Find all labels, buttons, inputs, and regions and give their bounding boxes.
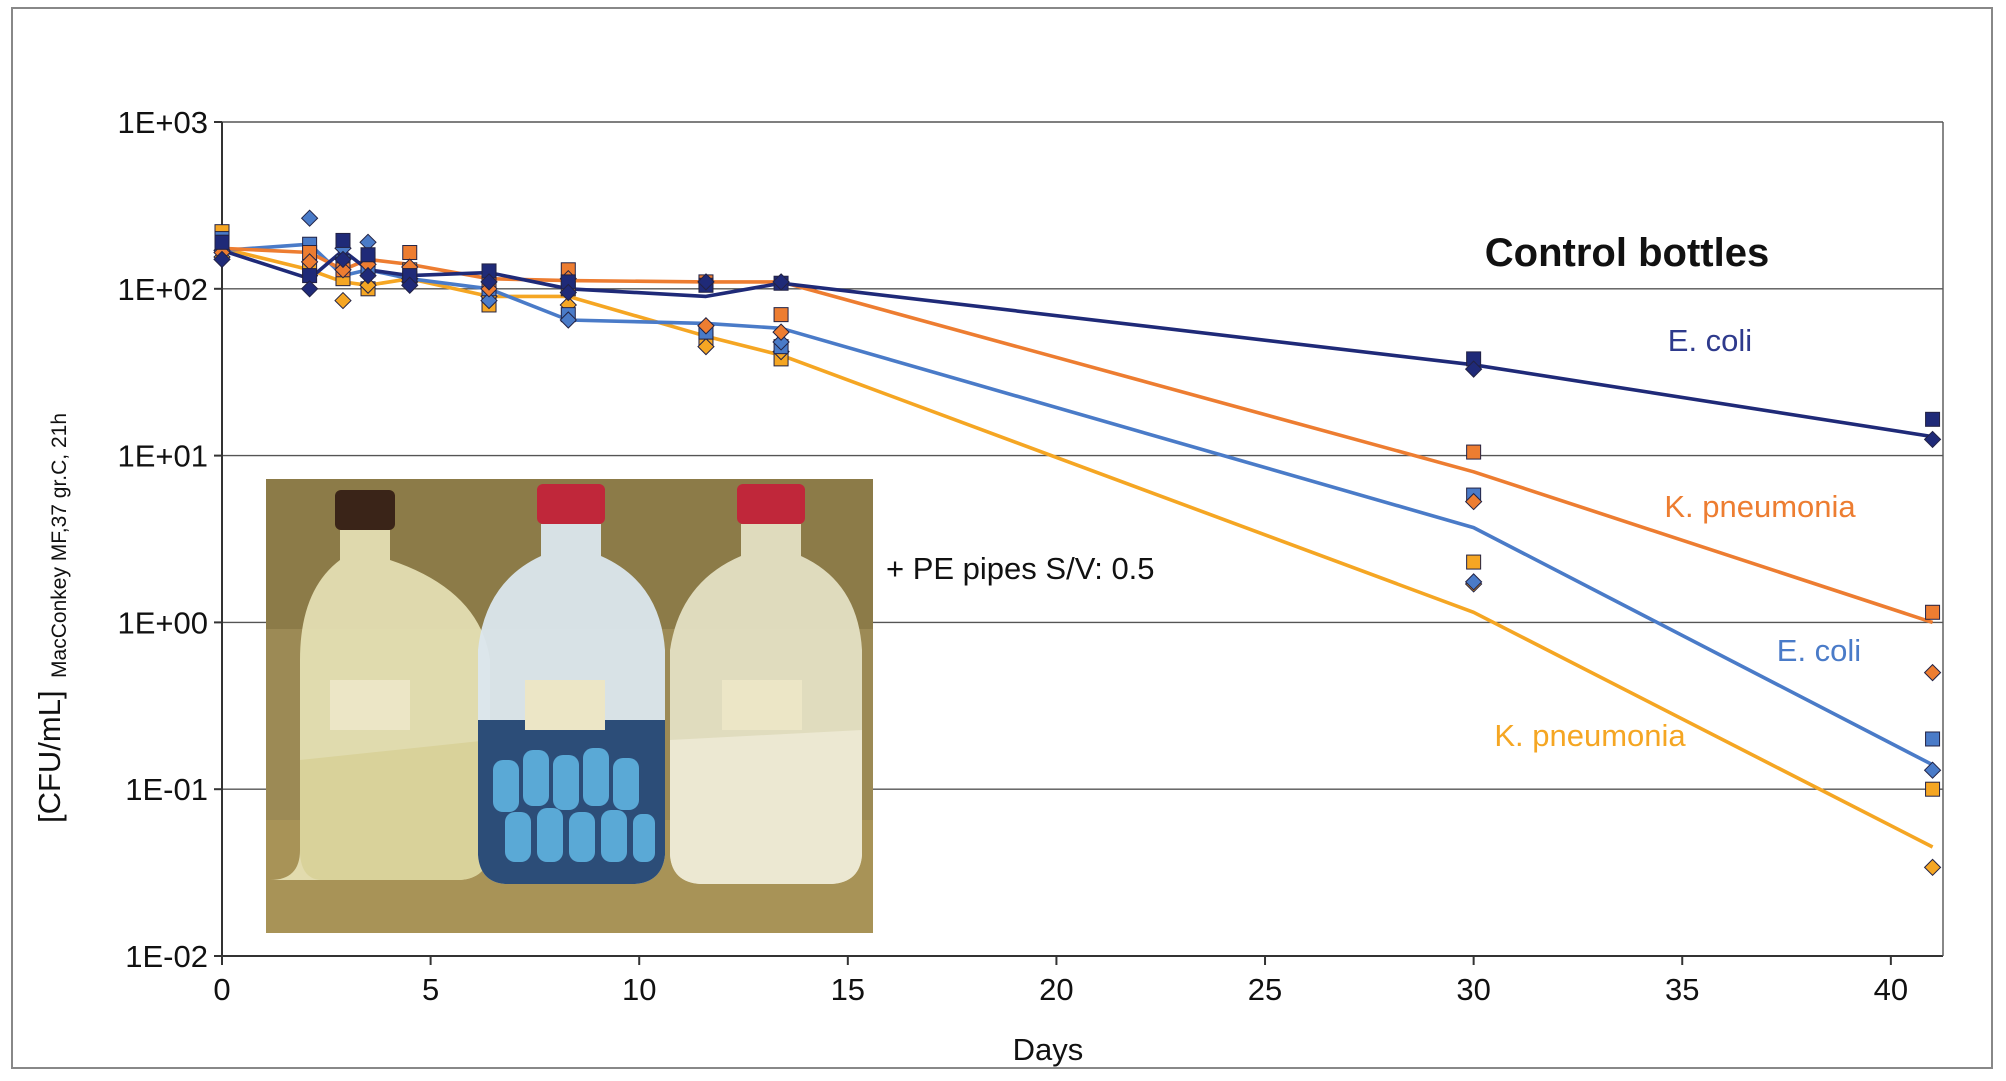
x-tick-label: 35 (1665, 972, 1699, 1007)
diamond-marker (401, 276, 419, 294)
y-axis-title-subscript: MacConkey MF,37 gr.C, 21h (48, 413, 71, 678)
y-tick-label: 1E+01 (117, 439, 208, 474)
square-marker (1925, 604, 1941, 620)
diamond-marker (300, 209, 319, 227)
square-marker (360, 247, 376, 263)
x-tick-label: 0 (213, 972, 230, 1007)
chart-title: Control bottles (1485, 231, 1769, 275)
diamond-marker (334, 291, 352, 310)
diamond-marker (697, 317, 715, 335)
y-tick-label: 1E+00 (117, 605, 208, 640)
x-tick-label: 25 (1248, 972, 1282, 1007)
y-axis-title-main: [CFU/mL] (32, 690, 67, 823)
diamond-marker (334, 250, 352, 269)
x-tick-label: 40 (1874, 972, 1908, 1007)
diamond-marker (1923, 663, 1942, 682)
diamond-marker (772, 333, 790, 351)
axes: 1E-02 1E-01 1E+00 1E+01 1E+02 1E+03 0 5 10 15 20 25… (117, 105, 1944, 1007)
square-marker (1925, 781, 1941, 797)
diamond-marker (559, 283, 577, 302)
diamond-marker (1923, 430, 1942, 449)
bottles-photo (266, 479, 873, 933)
diamond-marker (334, 261, 352, 279)
diamond-marker (1923, 858, 1942, 877)
series-label-e-coli-light: E. coli (1777, 633, 1861, 668)
square-marker (773, 307, 789, 323)
x-tick-label: 10 (622, 972, 656, 1007)
x-axis-title: Days (1013, 1032, 1084, 1067)
square-marker (1925, 411, 1941, 427)
diamond-marker (559, 311, 577, 329)
diamond-marker (359, 276, 377, 294)
diamond-marker (1464, 573, 1483, 591)
x-tick-label: 20 (1039, 972, 1073, 1007)
square-marker (1466, 444, 1482, 460)
x-tick-label: 5 (422, 972, 439, 1007)
x-tick-label: 30 (1456, 972, 1490, 1007)
diamond-marker (480, 291, 498, 310)
diamond-marker (359, 266, 377, 285)
diamond-marker (213, 250, 231, 269)
y-tick-label: 1E-02 (125, 939, 208, 974)
square-marker (214, 234, 230, 250)
series-label-k-pneumonia-yellow: K. pneumonia (1494, 718, 1686, 753)
pe-pipes-annotation: + PE pipes S/V: 0.5 (886, 551, 1155, 586)
y-tick-label: 1E-01 (125, 772, 208, 807)
diamond-marker (772, 323, 790, 341)
y-tick-label: 1E+02 (117, 272, 208, 307)
diamond-marker (697, 337, 715, 356)
square-marker (1925, 731, 1941, 747)
diamond-marker (1464, 492, 1483, 511)
diamond-marker (300, 280, 319, 298)
square-marker (1466, 554, 1482, 570)
x-tick-label: 15 (831, 972, 865, 1007)
series-label-e-coli-dark: E. coli (1668, 323, 1752, 358)
square-marker (402, 245, 418, 261)
square-marker (335, 232, 351, 248)
series-label-k-pneumonia-orange: K. pneumonia (1664, 489, 1856, 524)
diamond-marker (772, 273, 790, 291)
diamond-marker (1923, 761, 1942, 779)
y-axis-title-group: [CFU/mL] MacConkey MF,37 gr.C, 21h (32, 413, 71, 823)
y-tick-label: 1E+03 (117, 105, 208, 140)
diamond-marker (480, 273, 498, 291)
diamond-marker (1464, 360, 1483, 378)
y-axis-title: [CFU/mL] MacConkey MF,37 gr.C, 21h (32, 413, 71, 823)
series-markers (213, 209, 1942, 877)
diamond-marker (697, 273, 715, 291)
